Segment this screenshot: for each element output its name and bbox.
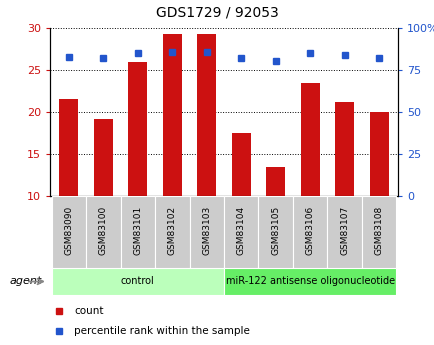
Text: GSM83105: GSM83105	[270, 206, 279, 255]
Text: percentile rank within the sample: percentile rank within the sample	[74, 326, 249, 336]
Text: GSM83107: GSM83107	[339, 206, 349, 255]
Bar	[94, 119, 112, 196]
Bar	[361, 196, 395, 268]
Text: GSM83104: GSM83104	[236, 206, 245, 255]
Bar	[224, 268, 395, 295]
Text: GSM83108: GSM83108	[374, 206, 383, 255]
Text: agent: agent	[9, 276, 41, 286]
Bar	[189, 196, 224, 268]
Text: GSM83101: GSM83101	[133, 206, 142, 255]
Bar	[52, 268, 224, 295]
Bar	[128, 62, 147, 196]
Text: GSM83100: GSM83100	[99, 206, 108, 255]
Text: control: control	[121, 276, 155, 286]
Bar	[59, 99, 78, 196]
Bar	[162, 34, 181, 196]
Text: GDS1729 / 92053: GDS1729 / 92053	[156, 5, 278, 19]
Bar	[258, 196, 292, 268]
Bar	[327, 196, 361, 268]
Text: GSM83106: GSM83106	[305, 206, 314, 255]
Text: GSM83090: GSM83090	[64, 206, 73, 255]
Bar	[86, 196, 120, 268]
Bar	[292, 196, 327, 268]
Bar	[197, 34, 216, 196]
Bar	[369, 112, 388, 196]
Text: miR-122 antisense oligonucleotide: miR-122 antisense oligonucleotide	[225, 276, 394, 286]
Bar	[120, 196, 155, 268]
Bar	[231, 133, 250, 196]
Bar	[52, 196, 86, 268]
Bar	[266, 167, 285, 196]
Bar	[334, 102, 353, 196]
Bar	[300, 82, 319, 196]
Bar	[155, 196, 189, 268]
Text: GSM83102: GSM83102	[168, 206, 176, 255]
Text: count: count	[74, 306, 103, 315]
Bar	[224, 196, 258, 268]
Text: GSM83103: GSM83103	[202, 206, 211, 255]
